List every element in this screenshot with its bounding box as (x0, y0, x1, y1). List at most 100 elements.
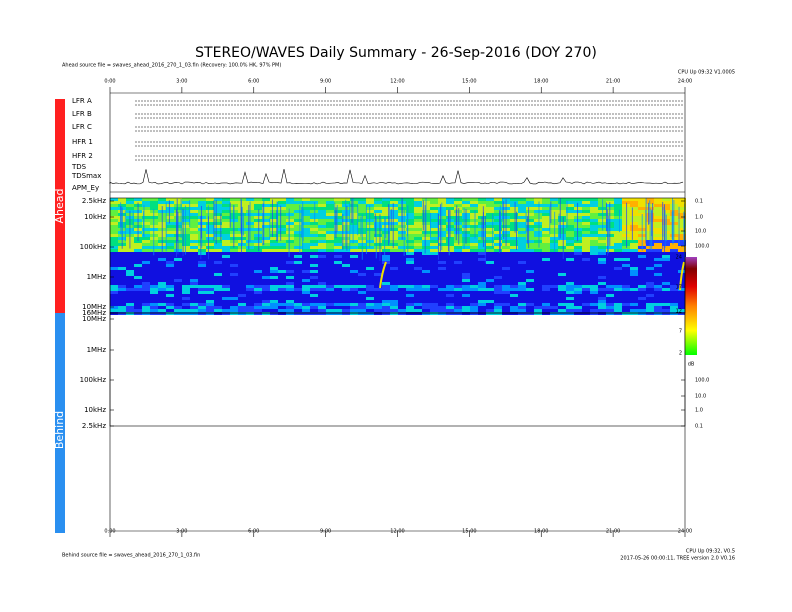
spectrogram-cell (334, 228, 342, 231)
spectrogram-cell (566, 258, 574, 261)
spectrogram-cell (566, 276, 574, 279)
spectrogram-cell (286, 279, 294, 282)
spectrogram-cell (174, 267, 182, 270)
spectrogram-cell (174, 276, 182, 279)
spectrogram-cell (262, 204, 270, 207)
spectrogram-cell (422, 285, 430, 288)
spectrogram-streak (449, 210, 451, 238)
spectrogram-cell (662, 291, 670, 294)
spectrogram-cell (198, 285, 206, 288)
spectrogram-cell (422, 252, 430, 255)
spectrogram-cell (390, 306, 398, 309)
spectrogram-cell (590, 213, 598, 216)
spectrogram-cell (174, 255, 182, 258)
spectrogram-cell (462, 300, 470, 303)
spectrogram-cell (334, 258, 342, 261)
spectrogram-cell (630, 201, 638, 204)
spectrogram-cell (414, 255, 422, 258)
spectrogram-cell (326, 273, 334, 276)
spectrogram-cell (214, 210, 222, 213)
spectrogram-cell (118, 273, 126, 276)
time-tick-label: 18:00 (534, 79, 548, 85)
spectrogram-cell (622, 216, 630, 219)
spectrogram-cell (582, 237, 590, 240)
spectrogram-cell (438, 294, 446, 297)
spectrogram-cell (110, 285, 118, 288)
spectrogram-cell (110, 234, 118, 237)
spectrogram-cell (278, 219, 286, 222)
spectrogram-cell (350, 264, 358, 267)
spectrogram-cell (118, 267, 126, 270)
spectrogram-cell (286, 264, 294, 267)
spectrogram-cell (582, 216, 590, 219)
spectrogram-cell (622, 288, 630, 291)
spectrogram-cell (182, 240, 190, 243)
spectrogram-cell (390, 288, 398, 291)
spectrogram-cell (638, 210, 646, 213)
spectrogram-cell (302, 198, 310, 201)
spectrogram-cell (614, 303, 622, 306)
spectrogram-cell (286, 234, 294, 237)
spectrogram-cell (598, 216, 606, 219)
spectrogram-cell (262, 213, 270, 216)
spectrogram-cell (246, 264, 254, 267)
spectrogram-cell (406, 216, 414, 219)
spectrogram-cell (550, 249, 558, 252)
spectrogram-cell (302, 288, 310, 291)
spectrogram-cell (302, 303, 310, 306)
spectrogram-streak (664, 209, 666, 248)
spectrogram-cell (654, 198, 662, 201)
spectrogram-cell (198, 288, 206, 291)
spectrogram-cell (230, 300, 238, 303)
spectrogram-cell (622, 306, 630, 309)
spectrogram-cell (350, 288, 358, 291)
spectrogram-cell (646, 288, 654, 291)
spectrogram-cell (574, 303, 582, 306)
spectrogram-cell (334, 225, 342, 228)
spectrogram-cell (590, 207, 598, 210)
spectrogram-cell (454, 240, 462, 243)
spectrogram-cell (430, 198, 438, 201)
spectrogram-cell (622, 231, 630, 234)
spectrogram-cell (518, 291, 526, 294)
spectrogram-cell (206, 222, 214, 225)
spectrogram-cell (318, 279, 326, 282)
spectrogram-cell (654, 264, 662, 267)
spectrogram-cell (158, 312, 166, 315)
spectrogram-cell (310, 222, 318, 225)
spectrogram-cell (462, 294, 470, 297)
spectrogram-cell (198, 267, 206, 270)
spectrogram-cell (398, 288, 406, 291)
spectrogram-cell (590, 222, 598, 225)
spectrogram-streak (388, 204, 390, 246)
spectrogram-cell (278, 276, 286, 279)
spectrogram-cell (262, 306, 270, 309)
spectrogram-streak (618, 209, 620, 233)
spectrogram-cell (438, 288, 446, 291)
spectrogram-cell (398, 267, 406, 270)
spectrogram-cell (278, 249, 286, 252)
spectrogram-streak (346, 205, 348, 251)
spectrogram-cell (246, 243, 254, 246)
spectrogram-cell (246, 288, 254, 291)
spectrogram-cell (446, 264, 454, 267)
spectrogram-cell (190, 204, 198, 207)
spectrogram-cell (326, 237, 334, 240)
spectrogram-cell (670, 282, 678, 285)
spectrogram-cell (646, 252, 654, 255)
spectrogram-cell (246, 276, 254, 279)
spectrogram-cell (478, 306, 486, 309)
spectrogram-cell (158, 297, 166, 300)
spectrogram-cell (326, 297, 334, 300)
spectrogram-cell (590, 258, 598, 261)
spectrogram-cell (254, 291, 262, 294)
spectrogram-cell (470, 300, 478, 303)
spectrogram-cell (518, 216, 526, 219)
spectrogram-cell (438, 300, 446, 303)
spectrogram-cell (486, 237, 494, 240)
spectrogram-cell (126, 279, 134, 282)
spectrogram-cell (550, 234, 558, 237)
spectrogram-cell (278, 279, 286, 282)
spectrogram-streak (361, 214, 363, 260)
spectrogram-cell (390, 270, 398, 273)
